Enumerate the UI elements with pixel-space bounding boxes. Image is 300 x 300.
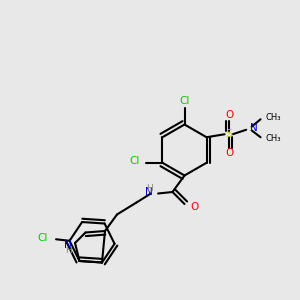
Text: Cl: Cl	[179, 96, 190, 106]
Text: Cl: Cl	[37, 233, 48, 243]
Text: N: N	[64, 240, 71, 250]
Text: O: O	[225, 110, 233, 120]
Text: N: N	[145, 187, 153, 197]
Text: Cl: Cl	[129, 156, 139, 166]
Text: CH₃: CH₃	[266, 113, 281, 122]
Text: CH₃: CH₃	[266, 134, 281, 143]
Text: H: H	[64, 246, 71, 255]
Text: O: O	[190, 202, 198, 212]
Text: S: S	[226, 129, 232, 139]
Text: H: H	[146, 184, 153, 193]
Text: N: N	[250, 123, 258, 133]
Text: O: O	[225, 148, 233, 158]
